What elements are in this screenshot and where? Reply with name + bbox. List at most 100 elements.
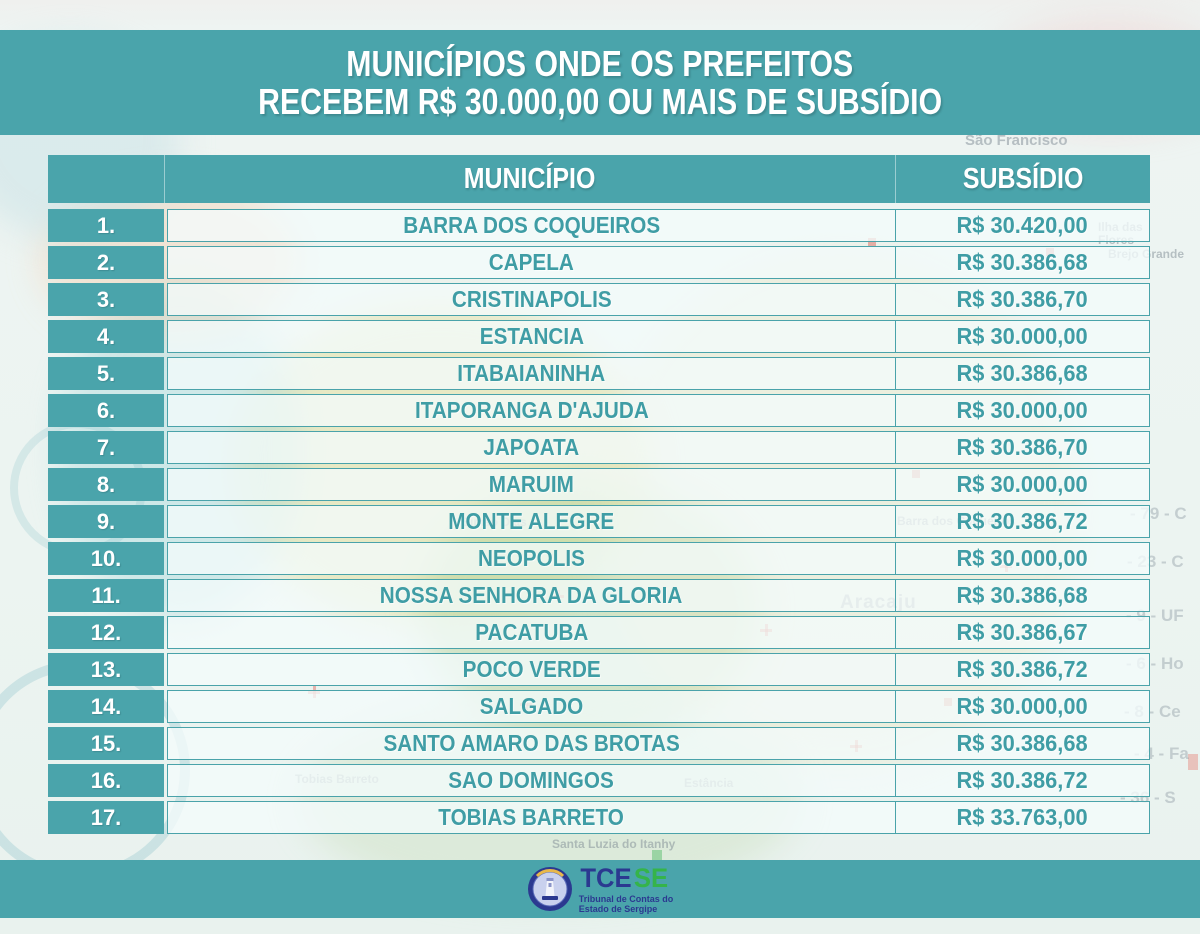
row-body: POCO VERDE R$ 30.386,72	[167, 653, 1150, 686]
subsidio-value: R$ 30.386,68	[956, 360, 1089, 386]
subsidio-value: R$ 30.000,00	[956, 323, 1089, 349]
subsidio-cell: R$ 30.386,68	[896, 247, 1149, 278]
table-row: 12. PACATUBA R$ 30.386,67	[48, 616, 1150, 649]
subsidio-cell: R$ 30.000,00	[896, 321, 1149, 352]
row-body: JAPOATA R$ 30.386,70	[167, 431, 1150, 464]
subsidio-value: R$ 30.386,72	[956, 508, 1089, 534]
table-body: 1. BARRA DOS COQUEIROS R$ 30.420,00 2. C…	[48, 209, 1150, 834]
header-municipio-label: MUNICÍPIO	[464, 162, 596, 195]
municipio-label: POCO VERDE	[462, 656, 601, 682]
row-number: 5.	[96, 360, 116, 386]
subsidio-value: R$ 30.000,00	[956, 397, 1089, 423]
table-row: 8. MARUIM R$ 30.000,00	[48, 468, 1150, 501]
row-number-cell: 4.	[48, 320, 164, 353]
municipio-cell: CRISTINAPOLIS	[168, 284, 896, 315]
subsidio-cell: R$ 30.000,00	[896, 395, 1149, 426]
row-number: 6.	[96, 397, 116, 423]
row-body: NOSSA SENHORA DA GLORIA R$ 30.386,68	[167, 579, 1150, 612]
subsidio-cell: R$ 30.000,00	[896, 691, 1149, 722]
row-number: 11.	[91, 582, 121, 608]
tcese-logo: TCE SE Tribunal de Contas do Estado de S…	[527, 862, 674, 914]
map-label-sao-francisco: São Francisco	[965, 132, 1068, 149]
logo-text-tce: TCE	[580, 862, 632, 893]
row-body: SANTO AMARO DAS BROTAS R$ 30.386,68	[167, 727, 1150, 760]
subsidio-cell: R$ 30.386,68	[896, 580, 1149, 611]
row-body: CAPELA R$ 30.386,68	[167, 246, 1150, 279]
header-cell-subsidio: SUBSÍDIO	[896, 155, 1150, 203]
municipio-cell: JAPOATA	[168, 432, 896, 463]
row-number-cell: 7.	[48, 431, 164, 464]
row-number-cell: 17.	[48, 801, 164, 834]
table-row: 13. POCO VERDE R$ 30.386,72	[48, 653, 1150, 686]
municipio-cell: NOSSA SENHORA DA GLORIA	[168, 580, 896, 611]
map-label-santa-luzia: Santa Luzia do Itanhy	[552, 837, 676, 851]
subsidio-value: R$ 30.386,70	[956, 286, 1089, 312]
subsidio-cell: R$ 33.763,00	[896, 802, 1149, 833]
row-number-cell: 12.	[48, 616, 164, 649]
municipio-cell: TOBIAS BARRETO	[168, 802, 896, 833]
table-row: 17. TOBIAS BARRETO R$ 33.763,00	[48, 801, 1150, 834]
row-number: 12.	[90, 619, 122, 645]
municipio-cell: ITAPORANGA D'AJUDA	[168, 395, 896, 426]
subsidio-cell: R$ 30.386,72	[896, 506, 1149, 537]
row-number-cell: 2.	[48, 246, 164, 279]
row-body: TOBIAS BARRETO R$ 33.763,00	[167, 801, 1150, 834]
table-row: 16. SAO DOMINGOS R$ 30.386,72	[48, 764, 1150, 797]
row-body: ITABAIANINHA R$ 30.386,68	[167, 357, 1150, 390]
subsidy-table: MUNICÍPIO SUBSÍDIO 1. BARRA DOS COQUEIRO…	[48, 155, 1150, 838]
subsidio-value: R$ 30.386,68	[956, 730, 1089, 756]
row-number-cell: 9.	[48, 505, 164, 538]
row-body: MONTE ALEGRE R$ 30.386,72	[167, 505, 1150, 538]
municipio-cell: BARRA DOS COQUEIROS	[168, 210, 896, 241]
background-blob	[230, 300, 650, 630]
tcese-emblem-icon	[527, 867, 572, 911]
subsidio-cell: R$ 30.386,72	[896, 765, 1149, 796]
municipio-cell: ITABAIANINHA	[168, 358, 896, 389]
subsidio-cell: R$ 30.386,72	[896, 654, 1149, 685]
table-row: 4. ESTANCIA R$ 30.000,00	[48, 320, 1150, 353]
municipio-label: ESTANCIA	[479, 323, 584, 349]
municipio-label: MARUIM	[488, 471, 575, 497]
subsidio-cell: R$ 30.386,67	[896, 617, 1149, 648]
logo-text-block: TCE SE Tribunal de Contas do Estado de S…	[578, 862, 674, 914]
logo-subtitle-line1: Tribunal de Contas do	[578, 893, 674, 904]
row-body: PACATUBA R$ 30.386,67	[167, 616, 1150, 649]
row-number-cell: 10.	[48, 542, 164, 575]
logo-text-se: SE	[633, 862, 668, 893]
table-row: 1. BARRA DOS COQUEIROS R$ 30.420,00	[48, 209, 1150, 242]
row-number-cell: 8.	[48, 468, 164, 501]
row-number: 4.	[96, 323, 116, 349]
municipio-cell: MARUIM	[168, 469, 896, 500]
municipio-label: CAPELA	[488, 249, 575, 275]
row-number-cell: 15.	[48, 727, 164, 760]
row-body: ITAPORANGA D'AJUDA R$ 30.000,00	[167, 394, 1150, 427]
table-row: 7. JAPOATA R$ 30.386,70	[48, 431, 1150, 464]
municipio-label: TOBIAS BARRETO	[438, 804, 625, 830]
logo-subtitle-line2: Estado de Sergipe	[578, 903, 658, 914]
subsidio-cell: R$ 30.386,70	[896, 432, 1149, 463]
subsidio-value: R$ 30.386,72	[956, 656, 1089, 682]
map-dot-marker	[1188, 754, 1198, 770]
title-banner: MUNICÍPIOS ONDE OS PREFEITOS RECEBEM R$ …	[0, 30, 1200, 135]
row-number-cell: 6.	[48, 394, 164, 427]
row-number: 2.	[96, 249, 116, 275]
municipio-label: PACATUBA	[474, 619, 589, 645]
row-body: MARUIM R$ 30.000,00	[167, 468, 1150, 501]
subsidio-cell: R$ 30.420,00	[896, 210, 1149, 241]
subsidio-cell: R$ 30.000,00	[896, 469, 1149, 500]
row-number-cell: 5.	[48, 357, 164, 390]
subsidio-cell: R$ 30.386,68	[896, 358, 1149, 389]
logo-wordmark: TCE SE	[579, 862, 674, 893]
subsidio-value: R$ 30.000,00	[956, 693, 1089, 719]
row-body: ESTANCIA R$ 30.000,00	[167, 320, 1150, 353]
row-number: 17.	[90, 804, 122, 830]
subsidio-cell: R$ 30.000,00	[896, 543, 1149, 574]
table-row: 10. NEOPOLIS R$ 30.000,00	[48, 542, 1150, 575]
subsidio-value: R$ 30.000,00	[956, 471, 1089, 497]
row-number: 3.	[96, 286, 116, 312]
municipio-label: CRISTINAPOLIS	[451, 286, 612, 312]
subsidio-value: R$ 30.386,68	[956, 249, 1089, 275]
municipio-label: SALGADO	[479, 693, 584, 719]
municipio-label: JAPOATA	[483, 434, 580, 460]
